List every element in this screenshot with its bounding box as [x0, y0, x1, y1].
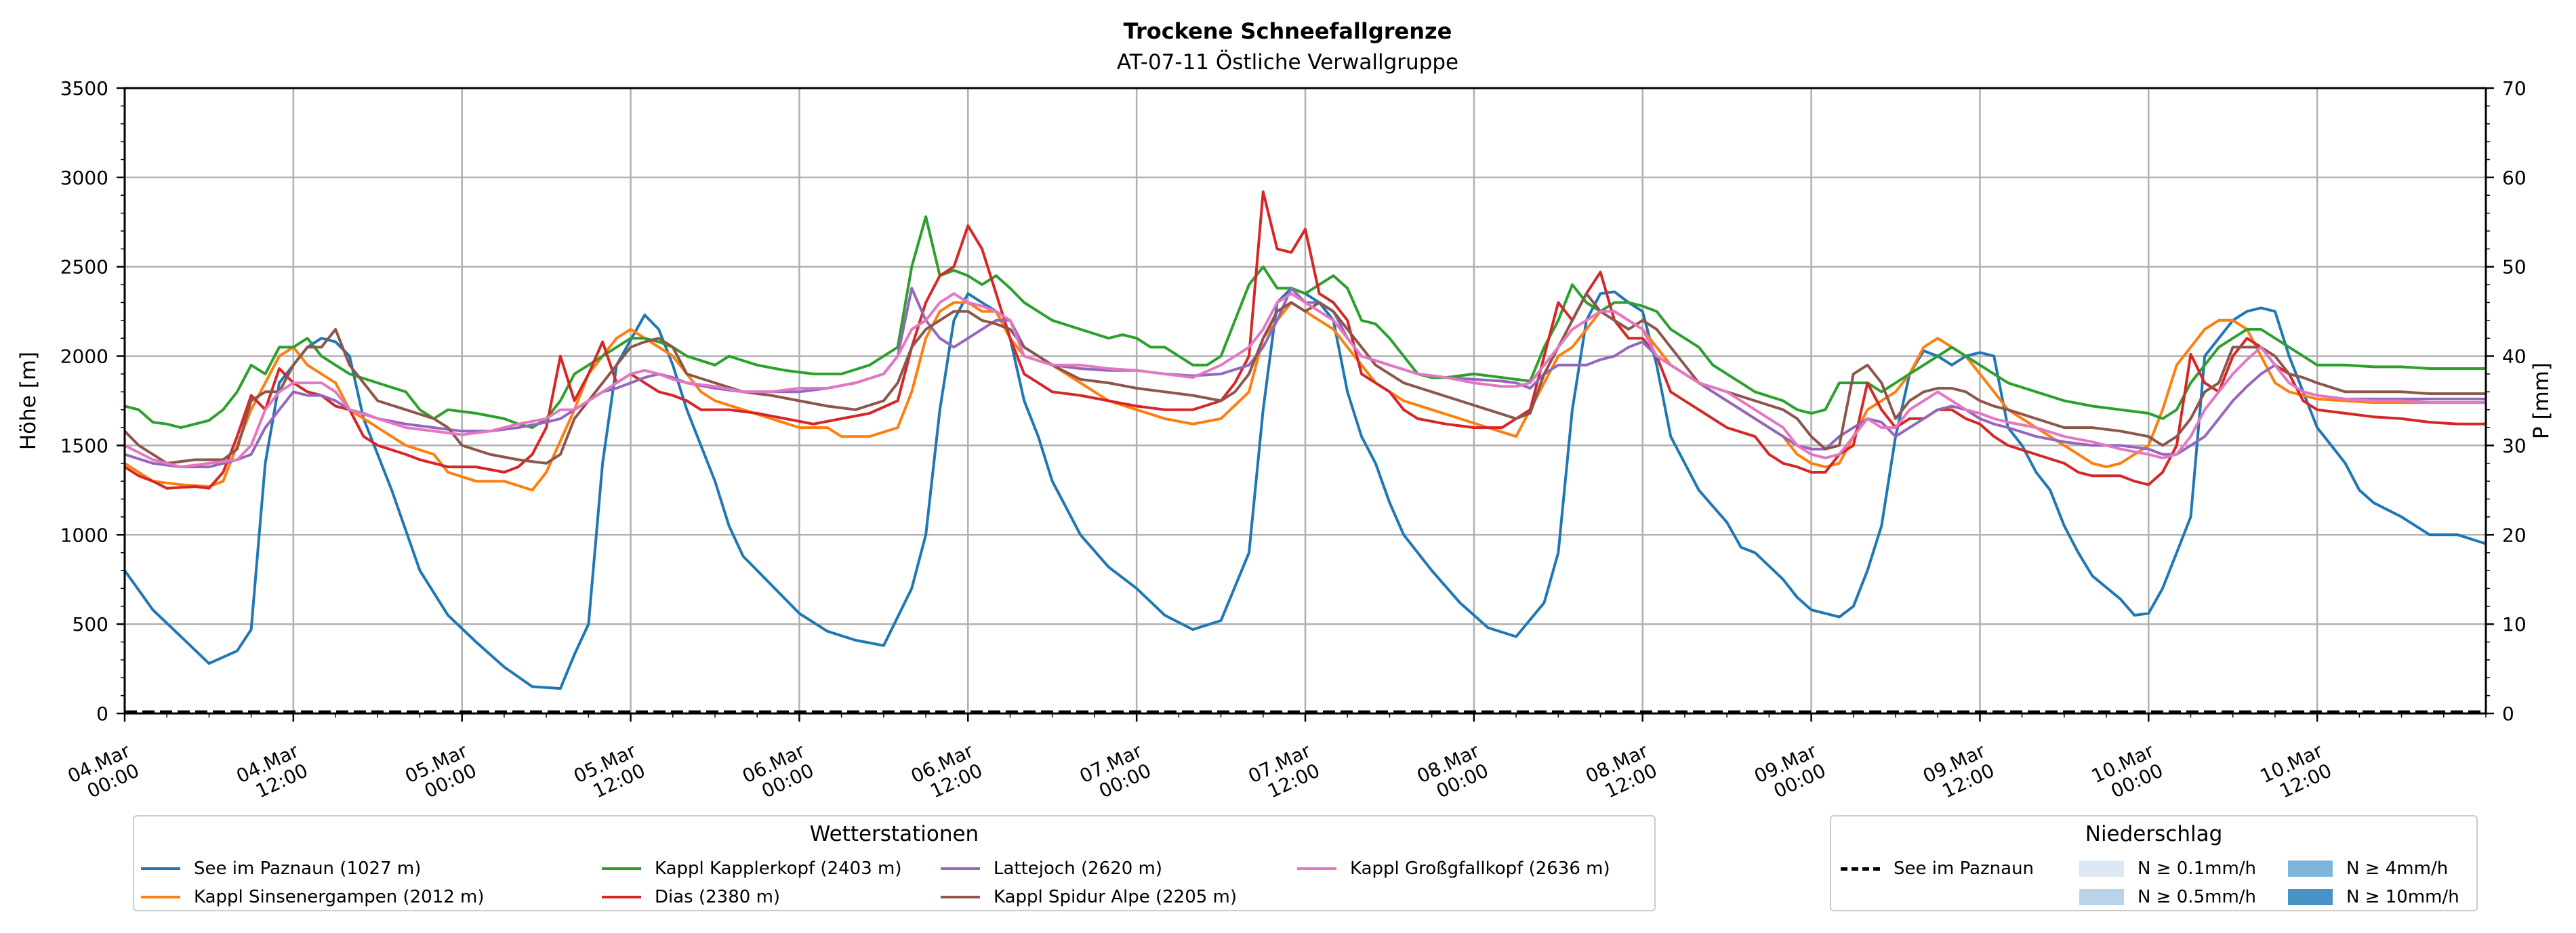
legend-station-item: Lattejoch (2620 m) — [941, 858, 1162, 879]
x-tick-label: 04.Mar00:00 — [64, 739, 143, 807]
legend-line-swatch — [141, 867, 180, 870]
chart-title: Trockene Schneefallgrenze — [1124, 18, 1452, 44]
y2-tick-label: 10 — [2502, 613, 2527, 636]
y2-tick-label: 20 — [2502, 524, 2527, 546]
y-tick-label: 500 — [73, 613, 108, 636]
legend-station-label: Kappl Großgfallkopf (2636 m) — [1350, 858, 1610, 879]
legend-precip-item-label: N ≥ 10mm/h — [2346, 887, 2459, 907]
legend-precip-line: See im Paznaun — [1841, 858, 2034, 879]
series-line-6 — [124, 292, 2486, 469]
legend-station-item: See im Paznaun (1027 m) — [141, 858, 421, 879]
legend-precip-item-label: N ≥ 0.1mm/h — [2138, 858, 2257, 879]
precip-patch — [2079, 861, 2124, 877]
legend-line-swatch — [602, 867, 641, 870]
series-line-5 — [123, 292, 2486, 465]
legend-stations: Wetterstationen See im Paznaun (1027 m) K… — [133, 815, 1656, 911]
y2-tick-label: 60 — [2502, 167, 2527, 189]
y2-tick-label: 50 — [2502, 256, 2527, 278]
legend-precip: Niederschlag See im Paznaun N ≥ 0.1mm/h … — [1830, 815, 2478, 911]
legend-precip-item-label: N ≥ 0.5mm/h — [2138, 887, 2257, 907]
precip-patch — [2079, 889, 2124, 905]
precip-patch — [2288, 861, 2333, 877]
y2-tick-label: 0 — [2502, 703, 2514, 725]
x-tick-label: 04.Mar12:00 — [233, 739, 312, 807]
legend-station-item: Kappl Großgfallkopf (2636 m) — [1297, 858, 1610, 879]
y-tick-label: 0 — [96, 703, 108, 725]
y-tick-label: 2000 — [60, 346, 108, 368]
legend-precip-line-label: See im Paznaun — [1894, 858, 2035, 879]
x-tick-label: 05.Mar12:00 — [570, 739, 649, 807]
legend-precip-item: N ≥ 4mm/h — [2288, 858, 2448, 879]
x-tick-label: 07.Mar12:00 — [1245, 739, 1324, 807]
x-tick-label: 07.Mar00:00 — [1076, 739, 1155, 807]
legend-line-swatch — [941, 867, 980, 870]
grid — [123, 87, 2486, 715]
legend-station-item: Kappl Kapplerkopf (2403 m) — [602, 858, 901, 879]
legend-station-label: Kappl Spidur Alpe (2205 m) — [994, 887, 1238, 907]
x-tick-label: 08.Mar12:00 — [1582, 739, 1660, 807]
series-line-0 — [123, 287, 2487, 690]
x-tick-label: 10.Mar12:00 — [2257, 739, 2335, 807]
x-tick-label: 06.Mar00:00 — [739, 739, 817, 807]
legend-line-swatch — [141, 896, 180, 898]
legend-line-swatch — [602, 896, 641, 898]
legend-stations-title: Wetterstationen — [809, 822, 979, 846]
y-axis-label: Höhe [m] — [16, 352, 41, 450]
legend-station-label: Kappl Sinsenergampen (2012 m) — [194, 887, 485, 907]
legend-station-item: Dias (2380 m) — [602, 887, 780, 907]
series-line-2 — [124, 215, 2486, 430]
series-line-3 — [123, 190, 2486, 490]
dashed-line-swatch — [1841, 867, 1880, 871]
legend-station-label: See im Paznaun (1027 m) — [194, 858, 422, 879]
x-tick-label: 09.Mar12:00 — [1919, 739, 1998, 807]
y2-axis-label: P [mm] — [2529, 362, 2554, 439]
x-tick-label: 08.Mar00:00 — [1414, 739, 1492, 807]
legend-precip-item: N ≥ 0.1mm/h — [2079, 858, 2256, 879]
legend-precip-item: N ≥ 0.5mm/h — [2079, 887, 2256, 907]
y-tick-label: 3000 — [60, 167, 108, 189]
legend-station-item: Kappl Sinsenergampen (2012 m) — [141, 887, 485, 907]
y-tick-label: 3500 — [60, 77, 108, 100]
legend-station-label: Dias (2380 m) — [655, 887, 781, 907]
x-tick-label: 06.Mar12:00 — [907, 739, 986, 807]
y-tick-label: 1500 — [60, 434, 108, 457]
x-tick-label: 09.Mar00:00 — [1751, 739, 1829, 807]
legend-precip-title: Niederschlag — [2085, 822, 2223, 846]
legend-station-label: Kappl Kapplerkopf (2403 m) — [655, 858, 902, 879]
x-tick-label: 10.Mar00:00 — [2088, 739, 2167, 807]
legend-line-swatch — [1297, 867, 1336, 870]
chart-subtitle: AT-07-11 Östliche Verwallgruppe — [1117, 49, 1458, 75]
y2-tick-label: 70 — [2502, 77, 2527, 100]
legend-station-item: Kappl Spidur Alpe (2205 m) — [941, 887, 1237, 907]
legend-station-label: Lattejoch (2620 m) — [994, 858, 1163, 879]
x-tick-label: 05.Mar00:00 — [401, 739, 480, 807]
y-tick-label: 2500 — [60, 256, 108, 278]
y-tick-label: 1000 — [60, 524, 108, 546]
precip-patch — [2288, 889, 2333, 905]
legend-precip-item-label: N ≥ 4mm/h — [2346, 858, 2449, 879]
series-group — [123, 190, 2487, 690]
legend-line-swatch — [941, 896, 980, 898]
legend-precip-item: N ≥ 10mm/h — [2288, 887, 2459, 907]
y2-tick-label: 30 — [2502, 434, 2527, 457]
y2-tick-label: 40 — [2502, 346, 2527, 368]
